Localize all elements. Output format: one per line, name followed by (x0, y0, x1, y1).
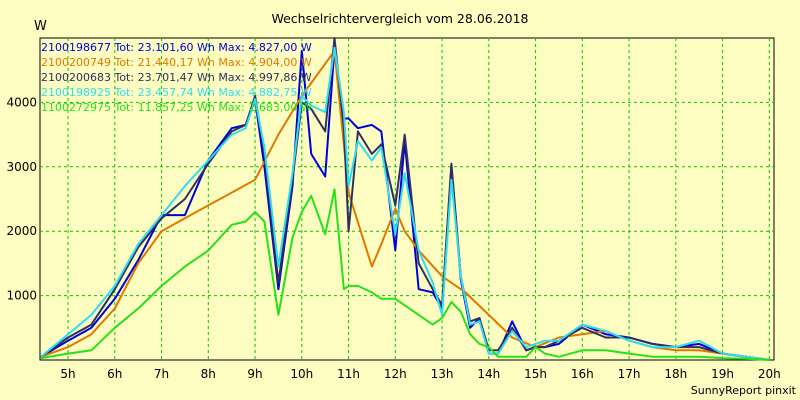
x-tick-label: 12h (384, 367, 407, 381)
x-tick-label: 13h (431, 367, 454, 381)
x-tick-label: 8h (201, 367, 216, 381)
legend: 2100198677 Tot: 23.101,60 Wh Max: 4.827,… (41, 41, 312, 114)
legend-entry-2100198925: 2100198925 Tot: 23.457,74 Wh Max: 4.882,… (41, 86, 312, 99)
y-tick-label: 1000 (6, 289, 37, 303)
series-lines (40, 37, 770, 361)
legend-entry-2100200683: 2100200683 Tot: 23.701,47 Wh Max: 4.997,… (41, 71, 312, 84)
x-tick-label: 17h (618, 367, 641, 381)
x-tick-label: 19h (711, 367, 734, 381)
y-tick-label: 3000 (6, 160, 37, 174)
legend-entry-2100200749: 2100200749 Tot: 21.440,17 Wh Max: 4.904,… (41, 56, 312, 69)
series-line-2100198925 (40, 46, 770, 361)
x-tick-label: 5h (60, 367, 75, 381)
x-axis-tick-labels: 5h 6h 7h 8h 9h 10h 11h 12h 13h 14h 15h 16h 17h 18h 19h… (60, 367, 780, 381)
x-tick-label: 20h (758, 367, 781, 381)
x-tick-label: 7h (154, 367, 169, 381)
series-line-1100272975 (40, 188, 770, 361)
x-tick-label: 15h (524, 367, 547, 381)
legend-entry-1100272975: 1100272975 Tot: 11.857,25 Wh Max: 2.683,… (41, 101, 312, 114)
series-line-2100200683 (40, 37, 770, 361)
x-tick-label: 16h (571, 367, 594, 381)
x-tick-label: 18h (664, 367, 687, 381)
legend-entry-2100198677: 2100198677 Tot: 23.101,60 Wh Max: 4.827,… (41, 41, 312, 54)
y-axis-unit-label: W (34, 19, 47, 34)
x-tick-label: 11h (337, 367, 360, 381)
y-tick-label: 4000 (6, 95, 37, 109)
x-tick-label: 14h (477, 367, 500, 381)
x-tick-label: 6h (107, 367, 122, 381)
y-axis-tick-labels: 1000 2000 3000 4000 (6, 95, 37, 302)
x-tick-label: 10h (290, 367, 313, 381)
chart-title: Wechselrichtervergleich vom 28.06.2018 (271, 11, 528, 26)
footer-credit: SunnyReport pinxit (691, 384, 797, 397)
x-tick-label: 9h (247, 367, 262, 381)
y-tick-label: 2000 (6, 224, 37, 238)
